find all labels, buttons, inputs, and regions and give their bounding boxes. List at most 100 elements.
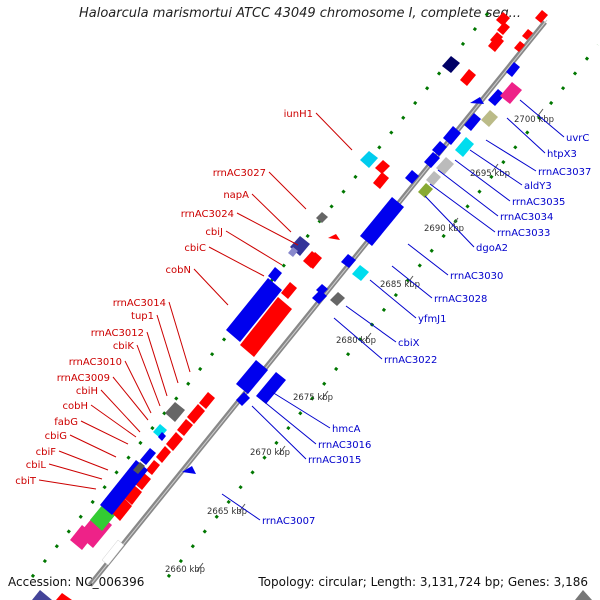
gene-feature (424, 152, 440, 168)
gene-feature (177, 419, 193, 436)
gene-leader-line (391, 265, 433, 299)
gene-feature (488, 89, 505, 106)
gene-label-cbif: cbiF (36, 447, 57, 458)
gene-label-rrnac3007: rrnAC3007 (262, 516, 315, 527)
gene-feature (481, 110, 498, 127)
map-title: Haloarcula marismortui ATCC 43049 chromo… (79, 6, 521, 21)
scale-tick-label: 2660 kbp (165, 565, 205, 575)
gene-label-htpx3: htpX3 (547, 149, 577, 160)
gene-feature (288, 247, 298, 257)
outer-dotted-track (30, 7, 494, 578)
scale-tick-mark (321, 390, 329, 400)
gene-label-tup1: tup1 (131, 311, 154, 322)
gene-feature (316, 212, 328, 223)
gene-feature (341, 254, 356, 268)
gene-label-cbit: cbiT (15, 476, 37, 487)
gene-label-cbil: cbiL (26, 460, 47, 471)
gene-label-aldy3: aldY3 (524, 181, 552, 192)
gene-feature (328, 234, 340, 240)
gene-label-napa: napA (223, 190, 249, 201)
gene-feature (535, 10, 548, 23)
gene-label-rrnac3022: rrnAC3022 (384, 355, 437, 366)
gene-label-cobh: cobH (63, 401, 88, 412)
gene-feature (100, 460, 148, 515)
gene-label-cbij: cbiJ (205, 227, 223, 238)
gene-leader-line (251, 405, 307, 460)
gene-feature (464, 113, 481, 131)
gene-label-hmca: hmcA (332, 424, 361, 435)
gene-leader-line (136, 344, 161, 407)
gene-leader-line (100, 389, 141, 433)
gene-leader-line (345, 305, 397, 343)
gene-feature (303, 251, 320, 268)
gene-leader-line (193, 268, 229, 306)
gene-label-rrnac3027: rrnAC3027 (213, 168, 266, 179)
gene-feature (268, 267, 282, 282)
gene-leader-line (90, 404, 137, 438)
gene-feature (522, 29, 533, 40)
scale-tick-mark (196, 562, 204, 572)
gene-feature (158, 432, 166, 441)
reverse-strand-labels: iunH1 rrnAC3027 napA rrnAC3024 cbiJ cbiC cobN r… (15, 109, 353, 490)
gene-leader-line (261, 399, 317, 445)
gene-label-iunh1: iunH1 (284, 109, 313, 120)
gene-feature (514, 41, 525, 52)
gene-feature (500, 82, 522, 104)
gene-leader-line (168, 301, 191, 373)
gene-feature (166, 432, 183, 451)
gene-feature (436, 157, 454, 175)
gene-label-rrnac3009: rrnAC3009 (57, 373, 110, 384)
gene-leader-line (268, 171, 307, 210)
scale-tick-label: 2665 kbp (207, 507, 247, 517)
gene-feature (32, 590, 52, 600)
gene-feature (199, 392, 215, 409)
gene-feature (470, 97, 484, 104)
gene-feature (432, 141, 447, 156)
gene-leader-line (80, 420, 129, 445)
gene-feature (226, 278, 282, 342)
gene-feature (426, 171, 441, 186)
gene-label-cbih: cbiH (76, 386, 98, 397)
scale-tick-mark (278, 445, 286, 455)
gene-feature (506, 62, 520, 77)
scale-tick-label: 2690 kbp (424, 224, 464, 234)
gene-label-rrnac3035: rrnAC3035 (512, 197, 565, 208)
gene-leader-line (333, 317, 383, 360)
gene-label-cbik: cbiK (113, 341, 135, 352)
scale-tick-label: 2680 kbp (336, 336, 376, 346)
gene-label-rrnac3033: rrnAC3033 (497, 228, 550, 239)
gene-feature (112, 498, 132, 521)
gene-feature (281, 282, 297, 299)
gene-feature (330, 292, 345, 306)
gene-leader-line (369, 279, 417, 319)
gene-feature (443, 126, 461, 145)
gene-leader-line (454, 159, 511, 202)
gene-feature (455, 137, 474, 157)
scale-tick-label: 2685 kbp (380, 280, 420, 290)
gene-feature (133, 462, 145, 474)
gene-leader-line (48, 463, 103, 480)
gene-leader-line (506, 117, 546, 154)
gene-feature (124, 485, 142, 505)
scale-tick-label: 2675 kbp (293, 393, 333, 403)
gene-feature (187, 404, 205, 424)
gene-feature (146, 460, 160, 475)
gene-feature (140, 448, 156, 465)
gene-leader-line (221, 493, 261, 521)
gene-leader-line (469, 149, 523, 186)
gene-feature (497, 22, 510, 35)
gene-label-rrnac3028: rrnAC3028 (434, 294, 487, 305)
scale-tick-label: 2670 kbp (250, 448, 290, 458)
gene-feature (373, 172, 389, 189)
reverse-strand-outer-genes (32, 12, 510, 600)
gene-feature (165, 402, 185, 422)
gene-feature (182, 466, 196, 474)
gene-leader-line (146, 331, 168, 397)
gene-feature (316, 284, 328, 295)
gene-leader-line (156, 314, 179, 384)
gene-label-cbix: cbiX (398, 338, 420, 349)
gene-feature (236, 360, 268, 394)
gene-leader-line (437, 169, 499, 217)
gene-feature (496, 12, 510, 26)
